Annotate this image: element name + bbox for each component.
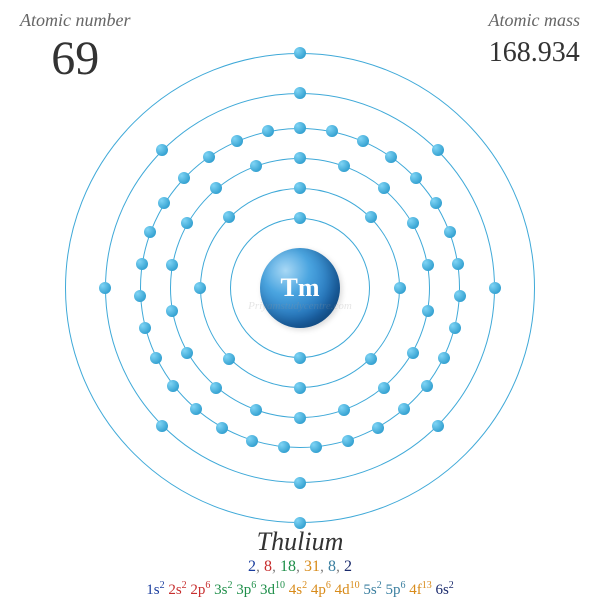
orbital: 6s2 bbox=[435, 582, 453, 598]
atomic-number-label: Atomic number bbox=[20, 10, 130, 31]
electron-configuration: 1s2 2s2 2p6 3s2 3p6 3d10 4s2 4p6 4d10 5s… bbox=[146, 580, 454, 599]
shell-count: 8 bbox=[328, 558, 336, 575]
shell-count: 31 bbox=[304, 558, 320, 575]
orbital: 4d10 bbox=[335, 582, 360, 598]
orbital: 4p6 bbox=[311, 582, 331, 598]
element-name: Thulium bbox=[257, 527, 344, 557]
shell-count: 2 bbox=[248, 558, 256, 575]
bohr-model-diagram: Tm bbox=[60, 48, 540, 528]
separator: , bbox=[256, 558, 264, 575]
shell-count: 2 bbox=[344, 558, 352, 575]
electron-shell bbox=[65, 53, 535, 523]
atomic-mass-label: Atomic mass bbox=[489, 10, 581, 31]
orbital: 3p6 bbox=[236, 582, 256, 598]
orbital: 3s2 bbox=[214, 582, 232, 598]
separator: , bbox=[272, 558, 280, 575]
separator: , bbox=[320, 558, 328, 575]
shell-count: 8 bbox=[264, 558, 272, 575]
orbital: 5p6 bbox=[385, 582, 405, 598]
orbital: 1s2 bbox=[146, 582, 164, 598]
separator: , bbox=[296, 558, 304, 575]
shell-electron-counts: 2, 8, 18, 31, 8, 2 bbox=[248, 558, 352, 576]
orbital: 2s2 bbox=[168, 582, 186, 598]
electron bbox=[294, 47, 306, 59]
shell-count: 18 bbox=[280, 558, 296, 575]
orbital: 4f13 bbox=[409, 582, 432, 598]
orbital: 2p6 bbox=[190, 582, 210, 598]
orbital: 3d10 bbox=[260, 582, 285, 598]
orbital: 5s2 bbox=[363, 582, 381, 598]
separator: , bbox=[336, 558, 344, 575]
orbital: 4s2 bbox=[289, 582, 307, 598]
